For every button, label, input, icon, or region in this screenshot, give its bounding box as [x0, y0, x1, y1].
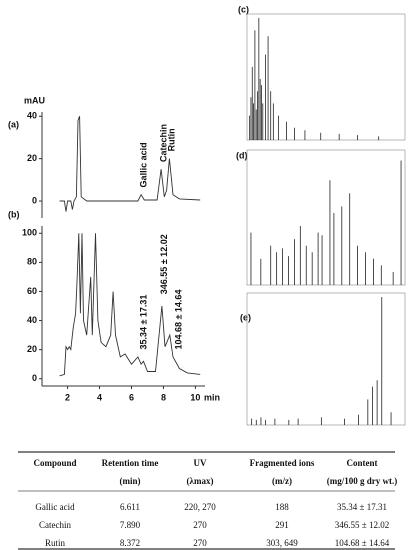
- x-tick-label: 6: [129, 392, 134, 402]
- peak-annotation: 346.55 ± 12.02: [159, 234, 169, 294]
- y-tick-label: 20: [27, 344, 37, 354]
- y-tick-label: 40: [27, 111, 37, 121]
- x-tick-label: 8: [161, 392, 166, 402]
- table-cell: 104.68 ± 14.64: [335, 538, 390, 548]
- x-tick-label: 4: [97, 392, 102, 402]
- peak-annotation: Rutin: [167, 128, 177, 151]
- y-tick-label: 0: [32, 373, 37, 383]
- x-tick-label: 2: [65, 392, 70, 402]
- table-header: Fragmented ions: [250, 458, 315, 468]
- y-tick-label: 100: [22, 228, 37, 238]
- table-header: Content: [347, 458, 378, 468]
- y-tick-label: 60: [27, 286, 37, 296]
- table-cell: 35.34 ± 17.31: [337, 502, 387, 512]
- table-header: (λmax): [187, 476, 214, 486]
- peak-annotation: Gallic acid: [138, 142, 148, 187]
- y-tick-label: 20: [27, 153, 37, 163]
- peak-annotation: 35.34 ± 17.31: [138, 295, 148, 350]
- chromatogram-trace: [59, 233, 201, 377]
- peak-annotation: Catechin: [158, 124, 168, 162]
- x-tick-label: 10: [190, 392, 200, 402]
- table-cell: Gallic acid: [35, 502, 75, 512]
- panel-label: (d): [236, 150, 248, 160]
- panel-label: (b): [8, 209, 20, 219]
- table-cell: 8.372: [120, 538, 140, 548]
- y-tick-label: 0: [32, 195, 37, 205]
- table-cell: 7.890: [120, 520, 141, 530]
- panel-label: (e): [240, 312, 251, 322]
- chromatogram-trace: [59, 116, 201, 212]
- table-cell: Rutin: [45, 538, 66, 548]
- x-axis-unit: min: [204, 392, 220, 402]
- table-header: (mg/100 g dry wt.): [327, 476, 398, 486]
- table-cell: 346.55 ± 12.02: [335, 520, 389, 530]
- spectrum-frame: [246, 149, 406, 286]
- panel-label: (c): [238, 4, 249, 14]
- table-header: Compound: [33, 458, 76, 468]
- y-tick-label: 40: [27, 315, 37, 325]
- spectrum-frame: [246, 13, 406, 141]
- table-cell: 220, 270: [184, 502, 216, 512]
- table-header: Retention time: [102, 458, 159, 468]
- table-cell: 303, 649: [266, 538, 298, 548]
- table-header: UV: [194, 458, 207, 468]
- spectrum-frame: [246, 292, 406, 426]
- table-cell: 270: [193, 520, 207, 530]
- table-cell: 188: [275, 502, 289, 512]
- table-header: (m/z): [272, 476, 292, 486]
- panel-label: (a): [8, 119, 19, 129]
- peak-annotation: 104.68 ± 14.64: [174, 290, 184, 350]
- table-cell: 270: [193, 538, 207, 548]
- table-cell: 6.611: [120, 502, 140, 512]
- y-tick-label: 80: [27, 257, 37, 267]
- table-header: (min): [120, 476, 141, 486]
- y-axis-unit: mAU: [24, 95, 45, 105]
- table-cell: Catechin: [39, 520, 71, 530]
- table-cell: 291: [275, 520, 289, 530]
